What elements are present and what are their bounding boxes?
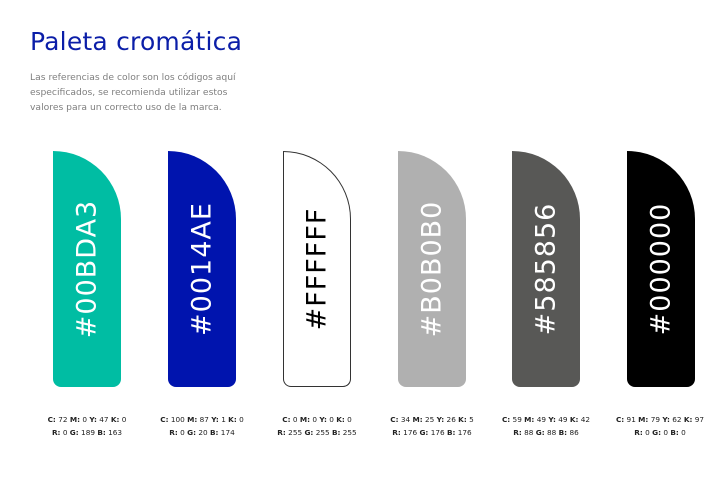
swatch-codes: C: 100 M: 87 Y: 1 K: 0 R: 0 G: 20 B: 174 — [142, 413, 262, 439]
cmyk-values: C: 100 M: 87 Y: 1 K: 0 — [160, 415, 244, 424]
rgb-values: R: 88 G: 88 B: 86 — [513, 428, 579, 437]
rgb-values: R: 0 G: 0 B: 0 — [634, 428, 686, 437]
swatch-codes: C: 59 M: 49 Y: 49 K: 42 R: 88 G: 88 B: 8… — [486, 413, 606, 439]
cmyk-values: C: 91 M: 79 Y: 62 K: 97 — [615, 415, 705, 424]
page-title: Paleta cromática — [30, 27, 243, 56]
color-swatch: #0014AE — [168, 151, 236, 387]
cmyk-values: C: 34 M: 25 Y: 26 K: 5 — [390, 415, 474, 424]
color-swatch: #B0B0B0 — [398, 151, 466, 387]
rgb-values: R: 0 G: 189 B: 163 — [51, 428, 123, 437]
swatch-hex-label: #000000 — [645, 202, 677, 336]
swatch-codes: C: 34 M: 25 Y: 26 K: 5 R: 176 G: 176 B: … — [372, 413, 492, 439]
cmyk-values: C: 0 M: 0 Y: 0 K: 0 — [282, 415, 352, 424]
cmyk-values: C: 72 M: 0 Y: 47 K: 0 — [47, 415, 127, 424]
cmyk-values: C: 59 M: 49 Y: 49 K: 42 — [501, 415, 591, 424]
color-swatch: #FFFFFF — [283, 151, 351, 387]
swatch-hex-label: #0014AE — [186, 202, 218, 336]
rgb-values: R: 255 G: 255 B: 255 — [277, 428, 357, 437]
color-swatch: #00BDA3 — [53, 151, 121, 387]
swatch-hex-label: #585856 — [530, 202, 562, 336]
rgb-values: R: 176 G: 176 B: 176 — [392, 428, 472, 437]
swatch-hex-label: #00BDA3 — [71, 199, 103, 339]
swatch-hex-label: #FFFFFF — [301, 207, 333, 331]
swatch-codes: C: 0 M: 0 Y: 0 K: 0 R: 255 G: 255 B: 255 — [257, 413, 377, 439]
page-description: Las referencias de color son los códigos… — [30, 72, 236, 113]
color-swatch: #000000 — [627, 151, 695, 387]
rgb-values: R: 0 G: 20 B: 174 — [169, 428, 235, 437]
swatch-hex-label: #B0B0B0 — [416, 200, 448, 338]
color-swatch: #585856 — [512, 151, 580, 387]
swatch-codes: C: 91 M: 79 Y: 62 K: 97 R: 0 G: 0 B: 0 — [600, 413, 720, 439]
swatch-codes: C: 72 M: 0 Y: 47 K: 0 R: 0 G: 189 B: 163 — [27, 413, 147, 439]
